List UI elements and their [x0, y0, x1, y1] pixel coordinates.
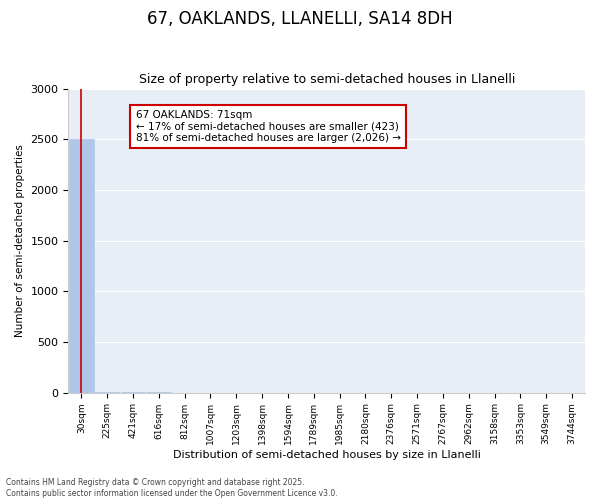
Y-axis label: Number of semi-detached properties: Number of semi-detached properties	[15, 144, 25, 337]
Title: Size of property relative to semi-detached houses in Llanelli: Size of property relative to semi-detach…	[139, 73, 515, 86]
X-axis label: Distribution of semi-detached houses by size in Llanelli: Distribution of semi-detached houses by …	[173, 450, 481, 460]
Text: 67, OAKLANDS, LLANELLI, SA14 8DH: 67, OAKLANDS, LLANELLI, SA14 8DH	[147, 10, 453, 28]
Bar	[69, 140, 94, 392]
Text: 67 OAKLANDS: 71sqm
← 17% of semi-detached houses are smaller (423)
81% of semi-d: 67 OAKLANDS: 71sqm ← 17% of semi-detache…	[136, 110, 401, 143]
Text: Contains HM Land Registry data © Crown copyright and database right 2025.
Contai: Contains HM Land Registry data © Crown c…	[6, 478, 338, 498]
